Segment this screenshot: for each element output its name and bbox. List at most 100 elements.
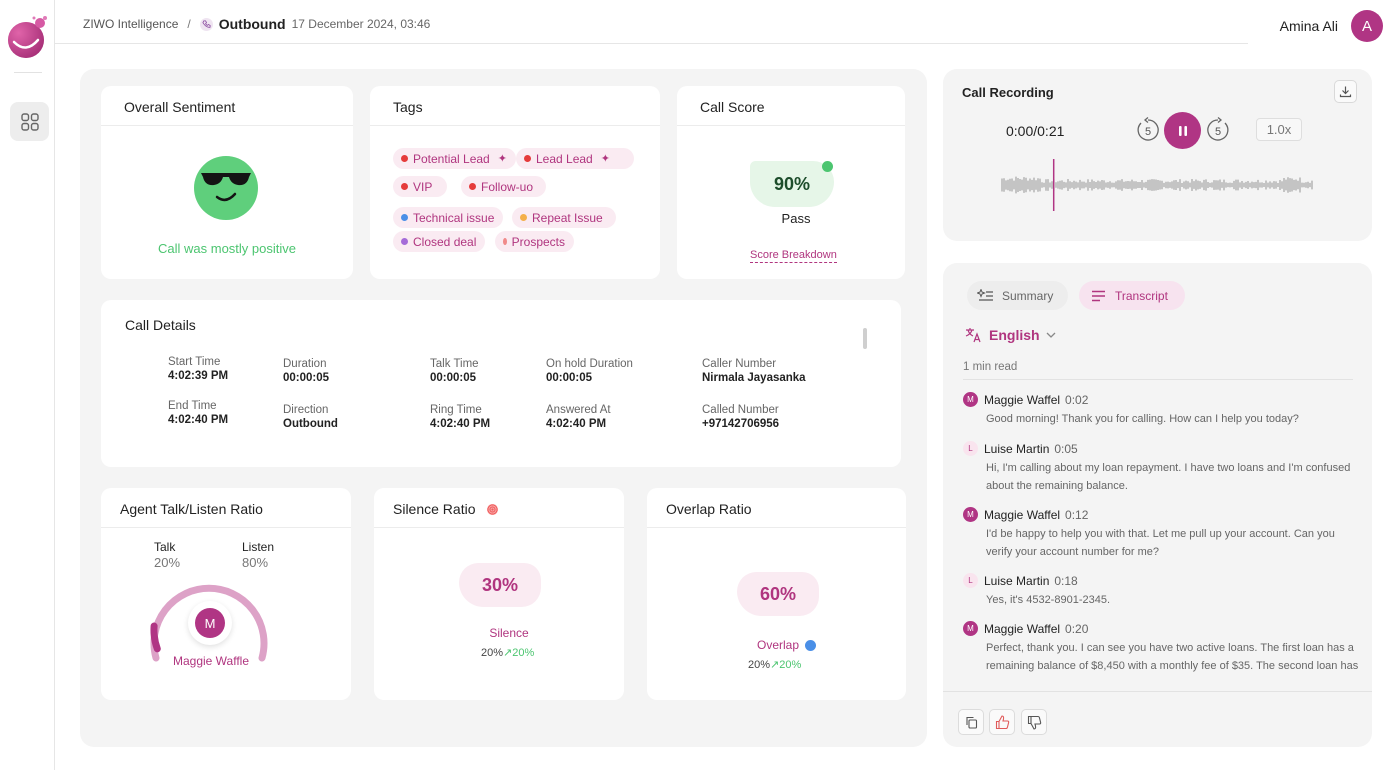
download-button[interactable] — [1334, 80, 1357, 103]
speaker-avatar: M — [963, 621, 978, 636]
playback-speed-button[interactable]: 1.0x — [1256, 118, 1302, 141]
message-timestamp[interactable]: 0:12 — [1065, 507, 1089, 522]
transcript-speaker: M Maggie Waffel 0:12 — [963, 507, 1088, 522]
pause-button[interactable] — [1164, 112, 1201, 149]
transcript-actions — [943, 691, 1372, 747]
called-number-value: +97142706956 — [702, 418, 780, 430]
caller-number-value: Nirmala Jayasanka — [702, 372, 806, 384]
avatar[interactable]: A — [1351, 10, 1383, 42]
sentiment-title: Overall Sentiment — [101, 86, 353, 126]
call-recording-title: Call Recording — [962, 85, 1054, 100]
message-timestamp[interactable]: 0:02 — [1065, 392, 1089, 407]
silence-current: 20% — [481, 647, 504, 659]
speaker-avatar: M — [963, 392, 978, 407]
skip-forward-button[interactable]: 5 — [1205, 117, 1231, 148]
transcript-message: Good morning! Thank you for calling. How… — [986, 413, 1299, 425]
pause-icon — [1178, 125, 1187, 136]
header-divider — [55, 43, 1248, 44]
transcript-lines-icon — [1092, 290, 1105, 301]
tag-dot — [520, 214, 527, 221]
phone-outbound-icon — [199, 17, 213, 31]
talk-time-label: Talk Time — [430, 358, 479, 370]
score-breakdown-link[interactable]: Score Breakdown — [750, 249, 837, 263]
message-timestamp[interactable]: 0:18 — [1054, 573, 1078, 588]
language-selector[interactable]: English — [965, 327, 1056, 343]
duration-label: Duration — [283, 358, 327, 370]
call-score-title: Call Score — [677, 86, 905, 126]
trend-up-icon: ↗ — [770, 659, 780, 671]
start-time-value: 4:02:39 PM — [168, 370, 229, 382]
silence-info-icon[interactable] — [486, 504, 498, 515]
call-analytics-panel: Overall Sentiment Call was mostly positi… — [80, 69, 927, 747]
overlap-change-value: 20% — [779, 659, 802, 671]
playback-time: 0:00/0:21 — [1006, 123, 1065, 139]
transcript-speaker: M Maggie Waffel 0:02 — [963, 392, 1088, 407]
transcript-message: Hi, I'm calling about my loan repayment.… — [986, 462, 1351, 492]
silence-change: 20%↗20% — [481, 646, 534, 659]
agent-name: Maggie Waffle — [172, 654, 250, 668]
on-hold-duration-label: On hold Duration — [546, 358, 633, 370]
transcript-speaker: M Maggie Waffel 0:20 — [963, 621, 1088, 636]
tags-card: Tags Potential Lead ✦ Lead Lead ✦ VIP Fo… — [370, 86, 660, 279]
silence-ratio-card: Silence Ratio 30% Silence 20%↗20% — [374, 488, 624, 700]
tag-label: Follow-uo — [481, 179, 534, 194]
call-score-card: Call Score 90% Pass Score Breakdown — [677, 86, 905, 279]
apps-grid-button[interactable] — [10, 102, 49, 141]
overlap-label-row: Overlap — [757, 638, 817, 652]
tag-dot — [401, 155, 408, 162]
transcript-speaker: L Luise Martin 0:18 — [963, 573, 1078, 588]
thumbs-up-button[interactable] — [989, 709, 1015, 735]
language-label: English — [989, 327, 1040, 343]
tab-transcript[interactable]: Transcript — [1079, 281, 1185, 310]
cool-face-icon — [194, 156, 258, 220]
overlap-ratio-value: 60% — [737, 572, 819, 616]
answered-at-label: Answered At — [546, 404, 611, 416]
message-timestamp[interactable]: 0:05 — [1054, 441, 1078, 456]
ring-time-label: Ring Time — [430, 404, 482, 416]
transcript-divider — [963, 379, 1353, 380]
details-scrollbar[interactable] — [863, 328, 867, 349]
message-timestamp[interactable]: 0:20 — [1065, 621, 1089, 636]
answered-at-value: 4:02:40 PM — [546, 418, 607, 430]
thumbs-down-button[interactable] — [1021, 709, 1047, 735]
score-value: 90% — [750, 161, 834, 207]
talk-listen-gauge — [150, 584, 268, 662]
direction-label: Direction — [283, 404, 329, 416]
tag-potential-lead[interactable]: Potential Lead ✦ — [393, 148, 516, 169]
audio-waveform[interactable] — [1000, 157, 1316, 213]
overlap-ratio-title: Overlap Ratio — [647, 488, 906, 528]
score-result: Pass — [781, 211, 811, 226]
ziwo-logo[interactable] — [6, 14, 50, 60]
tag-repeat-issue[interactable]: Repeat Issue — [512, 207, 616, 228]
breadcrumb-root[interactable]: ZIWO Intelligence — [83, 17, 179, 31]
transcript-message: Yes, it's 4532-8901-2345. — [986, 594, 1111, 606]
tag-technical-issue[interactable]: Technical issue — [393, 207, 504, 228]
tag-dot — [524, 155, 531, 162]
skip-back-button[interactable]: 5 — [1135, 117, 1161, 148]
overlap-ratio-card: Overlap Ratio 60% Overlap 20%↗20% — [647, 488, 906, 700]
copy-button[interactable] — [958, 709, 984, 735]
tag-prospects[interactable]: Prospects — [495, 231, 574, 252]
sidebar-divider — [14, 72, 42, 73]
tag-lead-lead[interactable]: Lead Lead ✦ — [516, 148, 634, 169]
tab-summary[interactable]: Summary — [967, 281, 1068, 310]
thumbs-up-icon — [995, 714, 1009, 729]
talk-label: Talk — [154, 540, 176, 554]
tag-dot — [469, 183, 476, 190]
transcript-message: I'd be happy to help you with that. Let … — [986, 528, 1335, 558]
speaker-avatar: M — [963, 507, 978, 522]
end-time-label: End Time — [168, 400, 217, 412]
agent-avatar: M — [195, 608, 225, 638]
tag-dot — [503, 238, 507, 245]
tag-follow-up[interactable]: Follow-uo — [461, 176, 546, 197]
user-menu[interactable]: Amina Ali A — [1280, 10, 1383, 42]
talk-ratio-title: Agent Talk/Listen Ratio — [101, 488, 351, 528]
call-details-title: Call Details — [125, 317, 196, 333]
tab-transcript-label: Transcript — [1115, 288, 1168, 303]
overlap-change: 20%↗20% — [748, 658, 801, 671]
silence-change-value: 20% — [512, 647, 535, 659]
transcript-message: Perfect, thank you. I can see you have t… — [986, 642, 1359, 672]
skip-back-seconds: 5 — [1145, 126, 1151, 138]
tag-vip[interactable]: VIP — [393, 176, 447, 197]
tag-closed-deal[interactable]: Closed deal — [393, 231, 486, 252]
